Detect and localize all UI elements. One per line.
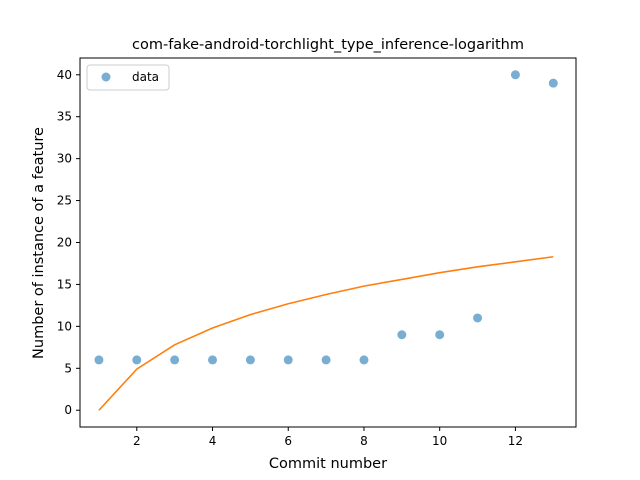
- data-point: [321, 355, 331, 365]
- legend: data: [86, 64, 170, 91]
- x-axis-ticks: 2 4 6 8 10 12: [133, 427, 523, 448]
- y-tick-label: 5: [64, 361, 72, 375]
- legend-box: [86, 64, 170, 91]
- y-axis-label: Number of instance of a feature: [31, 127, 47, 359]
- data-point: [283, 355, 293, 365]
- series-layer: [94, 70, 558, 411]
- x-tick-label: 4: [209, 434, 217, 448]
- y-tick-label: 40: [57, 68, 72, 82]
- plot-area: [79, 57, 577, 428]
- y-tick-label: 20: [57, 236, 72, 250]
- x-tick-label: 12: [508, 434, 523, 448]
- data-point: [208, 355, 218, 365]
- y-tick-label: 0: [64, 403, 72, 417]
- y-tick-label: 10: [57, 319, 72, 333]
- data-point: [397, 330, 407, 340]
- x-tick-label: 6: [284, 434, 292, 448]
- fit-line: [98, 255, 554, 411]
- data-point: [510, 70, 520, 80]
- y-axis-ticks: 0 5 10 15 20 25 30 35 40: [57, 68, 80, 417]
- x-tick-label: 10: [432, 434, 447, 448]
- y-tick-label: 15: [57, 277, 72, 291]
- y-tick-label: 35: [57, 110, 72, 124]
- y-tick-label: 25: [57, 194, 72, 208]
- data-point: [94, 355, 104, 365]
- data-point: [170, 355, 180, 365]
- data-point: [473, 313, 483, 323]
- data-point: [245, 355, 255, 365]
- y-tick-label: 30: [57, 152, 72, 166]
- x-axis-label: Commit number: [269, 456, 387, 472]
- legend-label: data: [132, 70, 159, 84]
- data-point: [359, 355, 369, 365]
- x-tick-label: 8: [360, 434, 368, 448]
- chart-title: com-fake-android-torchlight_type_inferen…: [132, 37, 524, 53]
- axes-frame: [79, 57, 577, 428]
- data-point: [132, 355, 142, 365]
- legend-marker: [101, 72, 111, 82]
- data-point: [548, 78, 558, 88]
- x-tick-label: 2: [133, 434, 141, 448]
- data-point: [435, 330, 445, 340]
